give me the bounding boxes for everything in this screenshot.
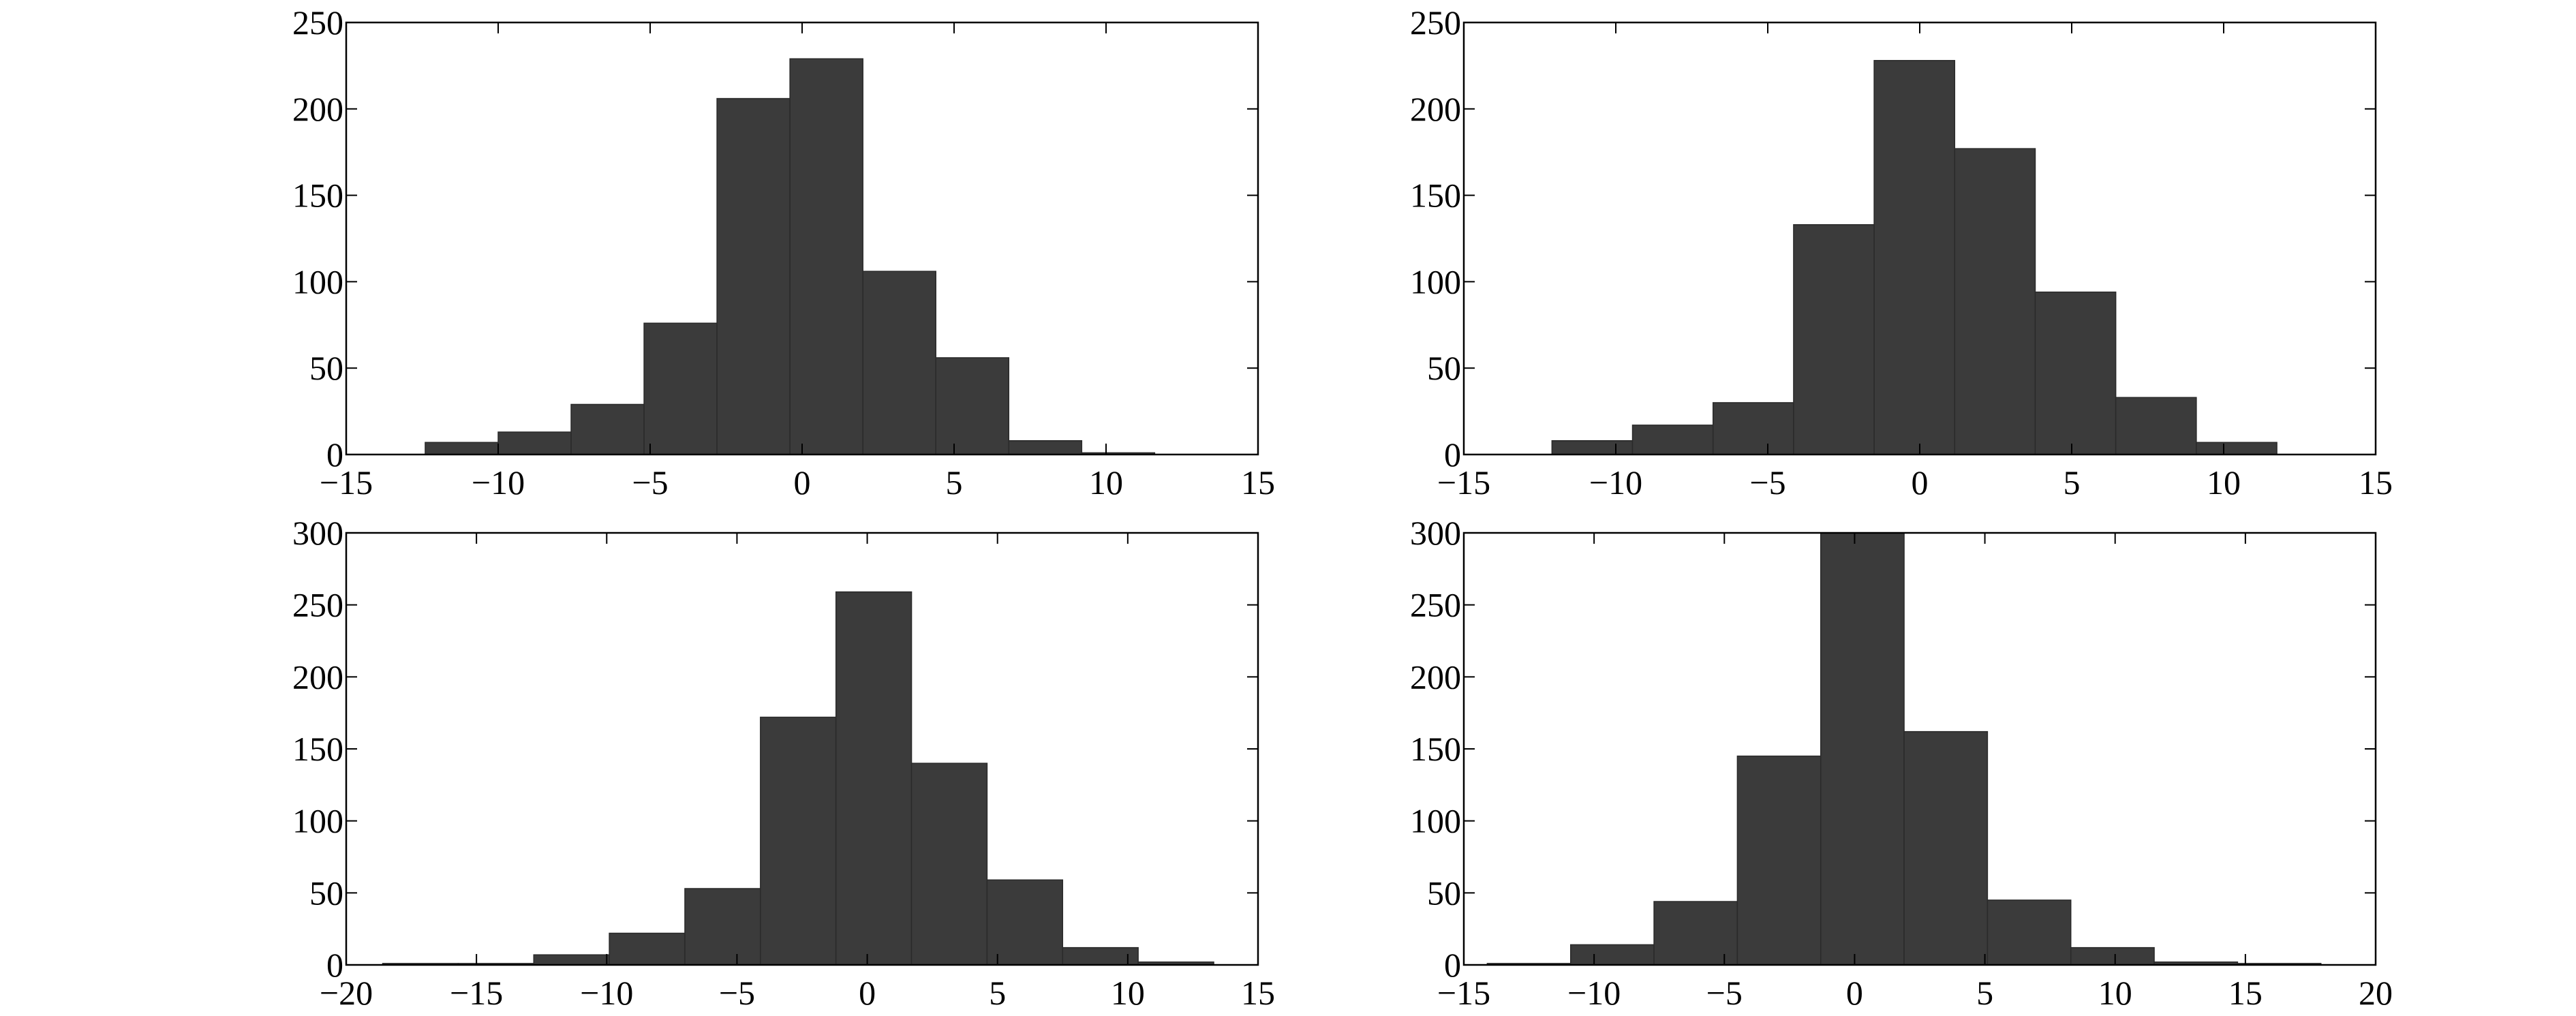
y-tick-label: 200 <box>1410 658 1461 696</box>
histogram-bar <box>1569 944 1655 965</box>
x-tick-label: 0 <box>1912 463 1929 502</box>
x-tick-label: −10 <box>580 974 633 1012</box>
histogram-bar <box>684 888 761 965</box>
y-tick-label: 250 <box>292 3 343 42</box>
x-tick-label: 15 <box>2228 974 2263 1012</box>
y-tick-label: 150 <box>292 176 343 215</box>
bars-group <box>1551 60 2278 455</box>
x-tick-label: −10 <box>1567 974 1621 1012</box>
histogram-bar <box>1987 899 2072 965</box>
y-tick-label: 200 <box>292 658 343 696</box>
histogram-bar <box>1820 533 1905 965</box>
histogram-bar <box>1736 755 1822 965</box>
x-tick-label: 10 <box>1111 974 1145 1012</box>
y-tick-label: 100 <box>292 802 343 840</box>
x-tick-label: −15 <box>320 463 373 502</box>
y-tick-label: 50 <box>1427 874 1461 912</box>
x-tick-label: 15 <box>2359 463 2393 502</box>
x-tick-label: 0 <box>794 463 811 502</box>
bars-group <box>1486 533 2322 965</box>
y-tick-label: 250 <box>1410 3 1461 42</box>
x-tick-label: −15 <box>1437 463 1490 502</box>
bars-group <box>425 58 1156 455</box>
histogram-bar <box>716 97 791 455</box>
histogram-bar <box>1062 946 1139 965</box>
bars-group <box>382 591 1214 965</box>
histogram-bar <box>497 431 572 455</box>
y-tick-label: 300 <box>1410 514 1461 552</box>
x-tick-label: 10 <box>2098 974 2132 1012</box>
y-tick-label: 0 <box>1444 946 1461 984</box>
histogram-bar <box>1903 730 1989 965</box>
x-tick-label: 5 <box>1976 974 1993 1012</box>
x-tick-label: 5 <box>946 463 963 502</box>
x-tick-label: −15 <box>1437 974 1490 1012</box>
x-tick-label: 10 <box>2207 463 2241 502</box>
histogram-bar <box>760 716 837 965</box>
histogram-bar <box>1551 440 1634 455</box>
x-tick-label: 5 <box>989 974 1006 1012</box>
x-tick-label: 15 <box>1241 974 1275 1012</box>
y-tick-label: 150 <box>1410 730 1461 768</box>
y-tick-label: 0 <box>326 435 343 474</box>
x-tick-label: 0 <box>1846 974 1863 1012</box>
y-tick-label: 50 <box>1427 349 1461 387</box>
histogram-bar <box>910 763 988 965</box>
y-tick-label: 100 <box>1410 262 1461 301</box>
y-tick-label: 0 <box>1444 435 1461 474</box>
histogram-bar <box>986 879 1064 965</box>
x-tick-label: −20 <box>320 974 373 1012</box>
histogram-bar <box>2070 946 2155 965</box>
x-tick-label: 10 <box>1089 463 1123 502</box>
histogram-bar <box>570 403 645 455</box>
y-tick-label: 200 <box>292 90 343 128</box>
x-tick-label: −10 <box>472 463 525 502</box>
histogram-bar <box>1793 224 1875 455</box>
histogram-bar <box>1653 901 1738 965</box>
y-tick-label: 150 <box>292 730 343 768</box>
histogram-bar <box>533 954 610 965</box>
histogram-bar <box>1954 148 2036 455</box>
histogram-bar <box>935 357 1010 455</box>
x-tick-label: −5 <box>1749 463 1785 502</box>
histogram-bar <box>609 932 686 965</box>
histogram-bar <box>1873 60 1956 455</box>
histogram-bar <box>2115 397 2197 455</box>
x-tick-label: 5 <box>2064 463 2081 502</box>
histogram-bar <box>1008 440 1083 455</box>
y-tick-label: 300 <box>292 514 343 552</box>
histogram-bar <box>1631 425 1714 455</box>
histogram-bar <box>862 271 936 455</box>
histogram-bar <box>2196 442 2278 455</box>
x-tick-label: −15 <box>450 974 503 1012</box>
y-tick-label: 250 <box>1410 586 1461 624</box>
histogram-bar <box>2034 291 2117 455</box>
x-tick-label: 20 <box>2359 974 2393 1012</box>
y-tick-label: 100 <box>292 262 343 301</box>
x-tick-label: 0 <box>859 974 876 1012</box>
y-tick-label: 50 <box>309 874 343 912</box>
histogram-bar <box>425 442 499 455</box>
y-tick-label: 50 <box>309 349 343 387</box>
x-tick-label: −5 <box>719 974 755 1012</box>
y-tick-label: 100 <box>1410 802 1461 840</box>
histogram-bar <box>835 591 913 965</box>
histogram-bar <box>643 322 718 455</box>
histogram-bar <box>789 58 863 455</box>
y-tick-label: 200 <box>1410 90 1461 128</box>
y-tick-label: 0 <box>326 946 343 984</box>
histogram-bar <box>1712 402 1794 455</box>
y-tick-label: 150 <box>1410 176 1461 215</box>
x-tick-label: −5 <box>1706 974 1743 1012</box>
y-tick-label: 250 <box>292 586 343 624</box>
x-tick-label: 15 <box>1241 463 1275 502</box>
x-tick-label: −5 <box>632 463 668 502</box>
x-tick-label: −10 <box>1589 463 1642 502</box>
